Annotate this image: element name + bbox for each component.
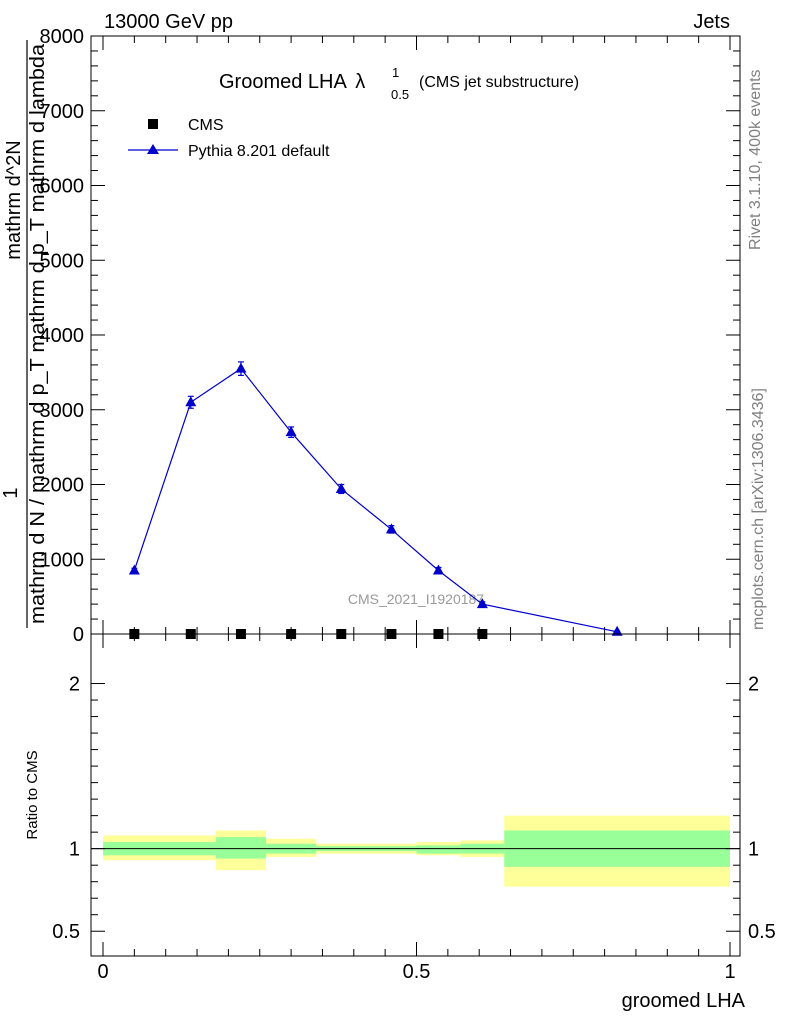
ratio-ytick-label-right: 0.5 — [748, 921, 776, 943]
title-symbol: λ — [355, 71, 365, 93]
pythia-point — [185, 396, 197, 407]
xtick-label: 0.5 — [403, 961, 431, 983]
title-text: Groomed LHA — [219, 71, 347, 93]
main-ytick-label: 1000 — [40, 549, 85, 571]
main-ytick-label: 3000 — [40, 400, 85, 422]
main-ytick-label: 7000 — [40, 101, 85, 123]
ratio-panel: 0.5 0.5 1 1 2 2 0 0.5 1 Ratio to CMS groomed LHA — [24, 633, 776, 1012]
xtick-label: 1 — [724, 961, 735, 983]
main-ytick-label: 6000 — [40, 176, 85, 198]
xtick-label: 0 — [97, 961, 108, 983]
legend: CMS Pythia 8.201 default — [128, 117, 330, 160]
ratio-ytick-label: 0.5 — [52, 921, 80, 943]
title-sub: 0.5 — [391, 87, 409, 102]
ratio-axes: 0.5 0.5 1 1 2 2 0 0.5 1 — [52, 634, 776, 983]
pythia-point — [335, 482, 347, 493]
main-panel: 0 1000 2000 3000 4000 5000 6000 7000 8000 CMS_20… — [0, 26, 741, 646]
main-ytick-label: 0 — [73, 624, 84, 646]
pythia-point — [385, 523, 397, 534]
ylabel-numerator: 1 — [0, 487, 22, 498]
main-ytick-label: 2000 — [40, 475, 85, 497]
legend-cms-label: CMS — [188, 117, 224, 134]
main-ytick-label: 8000 — [40, 26, 85, 48]
rivet-label: Rivet 3.1.10, 400k events — [747, 69, 764, 250]
title-sup: 1 — [392, 65, 399, 80]
title-suffix: (CMS jet substructure) — [419, 74, 579, 91]
header-left: 13000 GeV pp — [104, 11, 233, 33]
ylabel-denominator: mathrm d N / mathrm d p_T mathrm d p_T m… — [27, 43, 49, 624]
ratio-ytick-label: 1 — [69, 839, 80, 861]
ratio-bands — [91, 815, 740, 887]
pythia-point — [128, 564, 140, 575]
pythia-point — [611, 625, 623, 636]
xlabel: groomed LHA — [622, 990, 746, 1012]
ratio-ytick-label-right: 2 — [748, 674, 759, 696]
ratio-band-inner — [215, 837, 267, 859]
pythia-point — [476, 598, 488, 609]
legend-pythia-label: Pythia 8.201 default — [188, 143, 330, 160]
ratio-band-inner — [416, 845, 461, 854]
ylabel-numerator-full: mathrm d^2N — [3, 140, 25, 259]
watermark: CMS_2021_I1920187 — [348, 591, 484, 607]
ratio-frame — [90, 633, 741, 957]
ratio-ytick-label-right: 1 — [748, 839, 759, 861]
main-ytick-label: 5000 — [40, 250, 85, 272]
legend-cms-marker — [148, 119, 158, 129]
chart-title: Groomed LHA λ — [219, 71, 365, 93]
pythia-point — [285, 426, 297, 437]
pythia-point — [432, 564, 444, 575]
header-right: Jets — [693, 11, 730, 33]
ratio-ytick-label: 2 — [69, 674, 80, 696]
legend-pythia-marker — [147, 144, 159, 154]
main-axes: 0 1000 2000 3000 4000 5000 6000 7000 8000 — [40, 26, 740, 646]
mcplots-label: mcplots.cern.ch [arXiv:1306.3436] — [750, 388, 767, 630]
pythia-point — [235, 362, 247, 373]
ratio-ylabel: Ratio to CMS — [24, 750, 41, 839]
main-ytick-label: 4000 — [40, 325, 85, 347]
